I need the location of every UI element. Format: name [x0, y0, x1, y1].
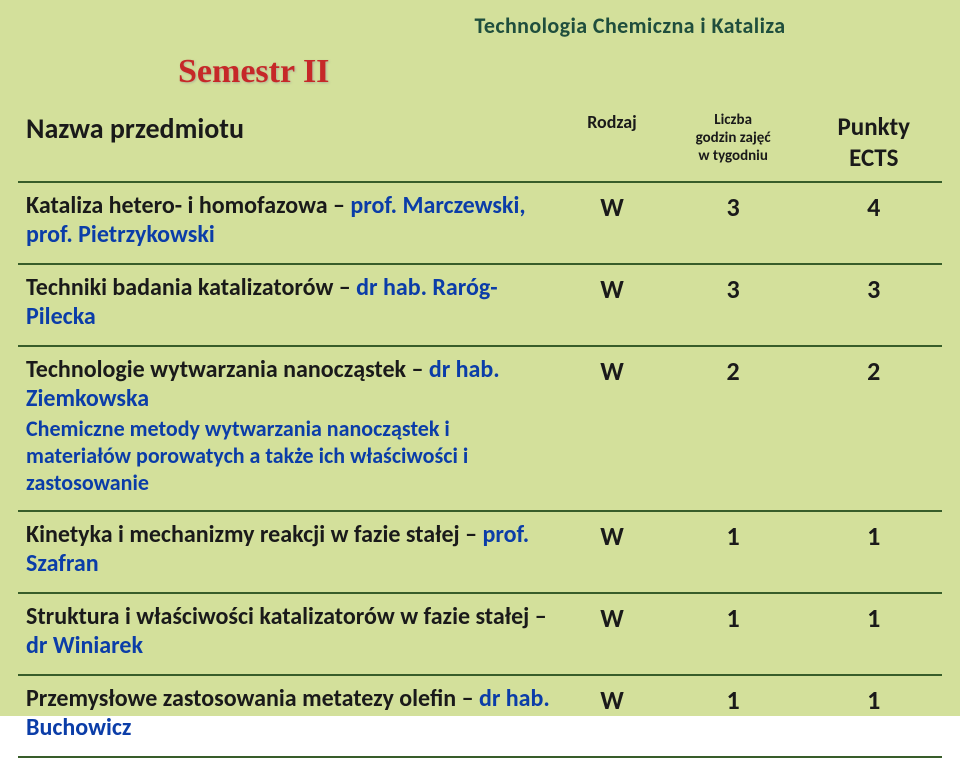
header-title: Technologia Chemiczna i Kataliza	[318, 12, 942, 39]
cell-liczba: 3	[661, 182, 806, 264]
col-header-liczba: Liczba godzin zajęć w tygodniu	[661, 103, 806, 182]
table-body: Kataliza hetero- i homofazowa – prof. Ma…	[18, 182, 942, 757]
cell-name: Kataliza hetero- i homofazowa – prof. Ma…	[18, 182, 563, 264]
cell-ects: 1	[806, 675, 942, 757]
cell-name: Techniki badania katalizatorów – dr hab.…	[18, 264, 563, 346]
course-title: Kataliza hetero- i homofazowa –	[26, 191, 350, 220]
cell-liczba: 1	[661, 593, 806, 675]
cell-ects: 1	[806, 593, 942, 675]
cell-rodzaj: W	[563, 675, 660, 757]
cell-rodzaj: W	[563, 346, 660, 511]
cell-ects: 2	[806, 346, 942, 511]
cell-rodzaj: W	[563, 264, 660, 346]
liczba-line3: w tygodniu	[665, 147, 802, 165]
col-header-name: Nazwa przedmiotu	[18, 103, 563, 182]
course-title: Przemysłowe zastosowania metatezy olefin…	[26, 684, 479, 713]
table-row: Przemysłowe zastosowania metatezy olefin…	[18, 675, 942, 757]
cell-name: Technologie wytwarzania nanocząstek – dr…	[18, 346, 563, 511]
cell-liczba: 1	[661, 675, 806, 757]
course-table: Nazwa przedmiotu Rodzaj Liczba godzin za…	[18, 103, 942, 758]
course-instructor: dr Winiarek	[26, 631, 143, 660]
table-header-row: Nazwa przedmiotu Rodzaj Liczba godzin za…	[18, 103, 942, 182]
semester-heading: Semestr II	[178, 53, 942, 91]
cell-ects: 3	[806, 264, 942, 346]
cell-ects: 1	[806, 511, 942, 593]
col-header-ects: Punkty ECTS	[806, 103, 942, 182]
table-row: Struktura i właściwości katalizatorów w …	[18, 593, 942, 675]
course-description: Chemiczne metody wytwarzania nanocząstek…	[26, 415, 553, 496]
table-row: Techniki badania katalizatorów – dr hab.…	[18, 264, 942, 346]
cell-rodzaj: W	[563, 182, 660, 264]
cell-rodzaj: W	[563, 511, 660, 593]
cell-liczba: 2	[661, 346, 806, 511]
ects-line1: Punkty	[838, 111, 911, 142]
cell-name: Kinetyka i mechanizmy reakcji w fazie st…	[18, 511, 563, 593]
cell-name: Struktura i właściwości katalizatorów w …	[18, 593, 563, 675]
liczba-line2: godzin zajęć	[665, 129, 802, 147]
table-row: Technologie wytwarzania nanocząstek – dr…	[18, 346, 942, 511]
cell-rodzaj: W	[563, 593, 660, 675]
cell-name: Przemysłowe zastosowania metatezy olefin…	[18, 675, 563, 757]
slide: Technologia Chemiczna i Kataliza Semestr…	[0, 0, 960, 716]
table-row: Kinetyka i mechanizmy reakcji w fazie st…	[18, 511, 942, 593]
cell-liczba: 3	[661, 264, 806, 346]
table-row: Kataliza hetero- i homofazowa – prof. Ma…	[18, 182, 942, 264]
cell-liczba: 1	[661, 511, 806, 593]
col-header-rodzaj: Rodzaj	[563, 103, 660, 182]
ects-line2: ECTS	[849, 142, 898, 173]
course-title: Kinetyka i mechanizmy reakcji w fazie st…	[26, 520, 482, 549]
liczba-line1: Liczba	[665, 111, 802, 129]
course-title: Techniki badania katalizatorów –	[26, 273, 356, 302]
course-title: Struktura i właściwości katalizatorów w …	[26, 602, 547, 631]
course-title: Technologie wytwarzania nanocząstek –	[26, 355, 429, 384]
cell-ects: 4	[806, 182, 942, 264]
